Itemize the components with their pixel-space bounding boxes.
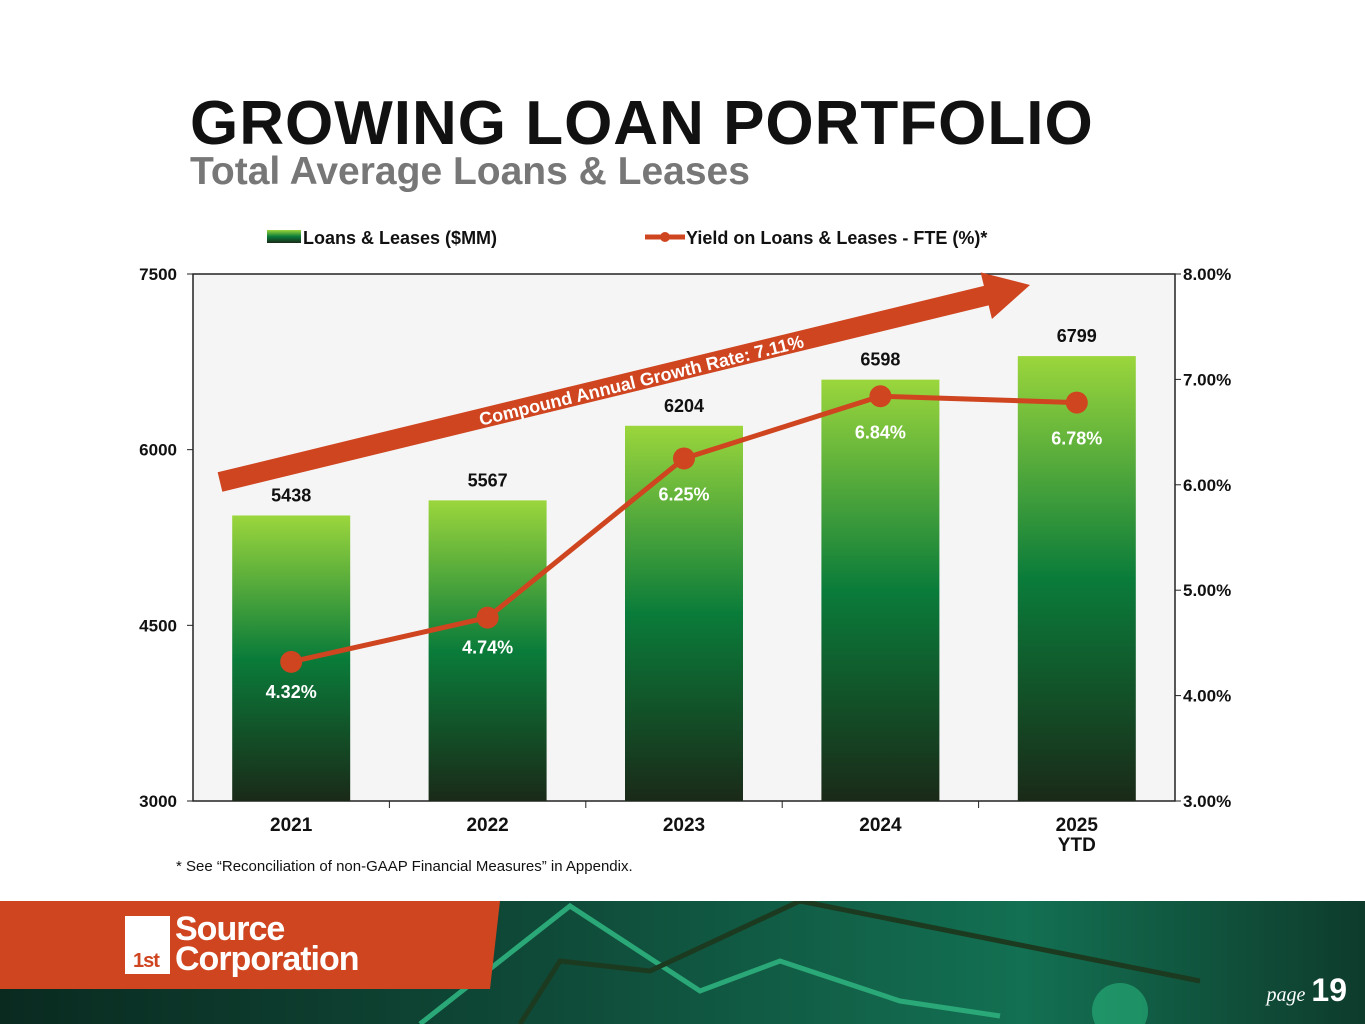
page-number: page 19 — [1267, 972, 1347, 1009]
x-axis-tick-label: 2024 — [859, 815, 902, 836]
x-axis-tick-label: 2021 — [270, 815, 313, 836]
left-axis-tick-label: 6000 — [139, 441, 177, 460]
legend-label-yield: Yield on Loans & Leases - FTE (%)* — [686, 228, 987, 248]
chart: 3000 4500 6000 7500 3.00% 4.00% 5.00% 6.00% 7.00… — [139, 228, 1231, 856]
logo-mark-icon — [125, 916, 170, 974]
yield-point — [1065, 391, 1088, 414]
logo-mark-text: 1st — [133, 950, 160, 972]
legend-line-marker — [660, 232, 670, 242]
yield-point — [280, 650, 303, 673]
x-axis-tick-label: 2025 — [1056, 815, 1099, 836]
bar-data-label: 5567 — [468, 470, 508, 490]
right-axis-tick-label: 4.00% — [1183, 687, 1231, 706]
x-axis-tick-label: 2022 — [466, 815, 508, 836]
bar — [625, 425, 743, 801]
logo-text-line2: Corporation — [175, 940, 360, 978]
legend-bar-swatch — [267, 230, 301, 243]
bar — [1017, 356, 1136, 801]
bar — [428, 500, 547, 801]
yield-data-label: 4.32% — [266, 682, 317, 702]
arrow-shape — [217, 272, 1030, 492]
logo-text-line1: Source — [175, 910, 285, 948]
bar-data-label: 5438 — [271, 485, 311, 505]
footnote: * See “Reconciliation of non-GAAP Financ… — [176, 858, 633, 875]
x-axis-tick-label: YTD — [1058, 835, 1096, 856]
bar-data-label: 6598 — [860, 350, 900, 370]
yield-data-label: 6.25% — [658, 484, 709, 504]
page-label: page — [1266, 984, 1306, 1006]
yield-data-label: 4.74% — [462, 638, 513, 658]
footer-background-graphic — [418, 901, 1201, 1024]
x-axis-tick-label: 2023 — [663, 815, 705, 836]
yield-point — [673, 447, 695, 470]
page-subtitle: Total Average Loans & Leases — [190, 150, 750, 193]
left-axis-tick-label: 3000 — [139, 792, 177, 811]
page-title: GROWING LOAN PORTFOLIO — [190, 89, 1094, 158]
yield-point — [476, 606, 499, 629]
right-axis-tick-label: 5.00% — [1183, 581, 1231, 600]
bar — [821, 379, 940, 801]
yield-data-label: 6.78% — [1051, 429, 1102, 449]
yield-point — [869, 385, 892, 408]
right-axis-tick-label: 8.00% — [1183, 265, 1231, 284]
left-axis-tick-label: 4500 — [139, 616, 177, 635]
right-axis-tick-label: 6.00% — [1183, 476, 1231, 495]
page-number-value: 19 — [1311, 972, 1347, 1008]
bar-data-label: 6204 — [664, 396, 704, 416]
yield-data-label: 6.84% — [855, 422, 906, 442]
legend-label-loans: Loans & Leases ($MM) — [303, 228, 497, 248]
right-axis-tick-label: 3.00% — [1183, 792, 1231, 811]
bar-data-label: 6799 — [1057, 326, 1097, 346]
right-axis-tick-label: 7.00% — [1183, 370, 1231, 389]
left-axis-tick-label: 7500 — [139, 265, 177, 284]
logo-banner — [0, 901, 500, 989]
